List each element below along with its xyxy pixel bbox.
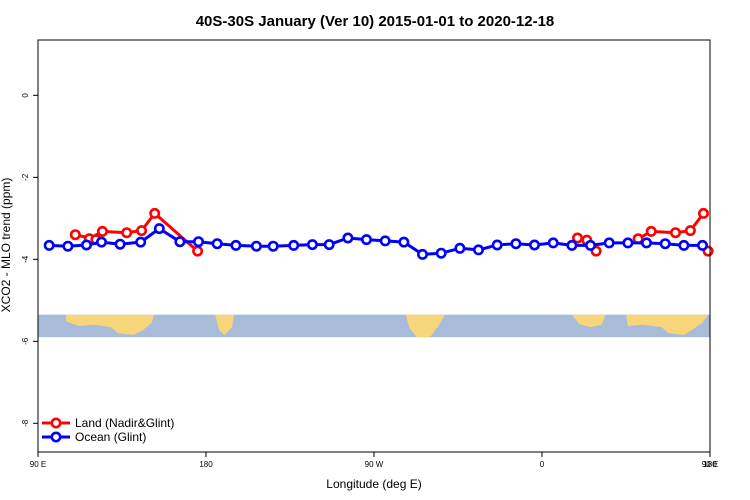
land-point: [571, 232, 583, 244]
land-point: [669, 227, 681, 239]
x-axis-label: Longitude (deg E): [326, 477, 421, 491]
ocean-point: [323, 239, 335, 251]
y-tick-label: -4: [21, 255, 30, 263]
x-tick-label: 90 E: [30, 460, 46, 469]
ocean-point: [622, 237, 634, 249]
ocean-point: [193, 236, 205, 248]
ocean-point: [435, 247, 447, 259]
ocean-point: [696, 239, 708, 251]
ocean-point: [153, 223, 165, 235]
y-tick-label: -8: [21, 419, 30, 427]
legend-land-label: Land (Nadir&Glint): [75, 416, 174, 430]
ocean-point: [659, 238, 671, 250]
ocean-point: [306, 239, 318, 251]
ocean-point: [640, 237, 652, 249]
ocean-point: [114, 238, 126, 250]
ocean-point: [491, 239, 503, 251]
ocean-point: [528, 239, 540, 251]
ocean-point: [288, 239, 300, 251]
ocean-point: [547, 237, 559, 249]
plot-frame: [37, 39, 711, 453]
land-point: [121, 227, 133, 239]
x-tick-label-top: 180: [703, 460, 717, 469]
map-landmass: [626, 314, 709, 335]
legend: Land (Nadir&Glint) Ocean (Glint): [42, 416, 174, 444]
map-landmass: [571, 314, 606, 328]
land-point: [192, 245, 204, 257]
land-point: [645, 225, 657, 237]
ocean-point: [81, 239, 93, 251]
ocean-point: [230, 239, 242, 251]
legend-ocean-label: Ocean (Glint): [75, 430, 146, 444]
ocean-point: [398, 236, 410, 248]
y-tick-label: -2: [21, 173, 30, 181]
ocean-point: [566, 239, 578, 251]
ocean-point: [62, 240, 74, 252]
x-tick-label: 0: [540, 460, 545, 469]
chart-title: 40S-30S January (Ver 10) 2015-01-01 to 2…: [196, 13, 555, 30]
ocean-point: [454, 242, 466, 254]
legend-ocean-marker: [50, 431, 62, 443]
y-tick-label: 0: [21, 93, 30, 98]
ocean-point: [678, 239, 690, 251]
series-layer: [43, 207, 714, 260]
y-tick-label: -6: [21, 337, 30, 345]
ocean-point: [584, 239, 596, 251]
land-point: [96, 225, 108, 237]
ocean-point: [510, 238, 522, 250]
ocean-point: [135, 236, 147, 248]
ocean-point: [43, 239, 55, 251]
ocean-point: [603, 237, 615, 249]
x-tick-label: 90 W: [365, 460, 384, 469]
map-landmass: [215, 314, 234, 335]
land-point: [697, 207, 709, 219]
world-map-strip: [38, 314, 710, 338]
map-ocean: [38, 314, 710, 338]
ocean-point: [416, 248, 428, 260]
land-point: [684, 225, 696, 237]
x-tick-label: 180: [199, 460, 213, 469]
ocean-point: [472, 244, 484, 256]
x-tick-label: 90 E: [702, 460, 718, 469]
ocean-point: [211, 238, 223, 250]
ocean-point: [174, 236, 186, 248]
map-landmass: [405, 314, 445, 338]
map-landmass: [66, 314, 154, 335]
land-point: [136, 225, 148, 237]
ocean-point: [342, 232, 354, 244]
ocean-point: [379, 235, 391, 247]
land-point: [149, 207, 161, 219]
land-point: [69, 229, 81, 241]
y-axis-label: XCO2 - MLO trend (ppm): [0, 178, 13, 313]
ocean-point: [360, 234, 372, 246]
legend-land-marker: [50, 417, 62, 429]
ocean-point: [96, 236, 108, 248]
ocean-point: [250, 240, 262, 252]
ocean-point: [267, 240, 279, 252]
